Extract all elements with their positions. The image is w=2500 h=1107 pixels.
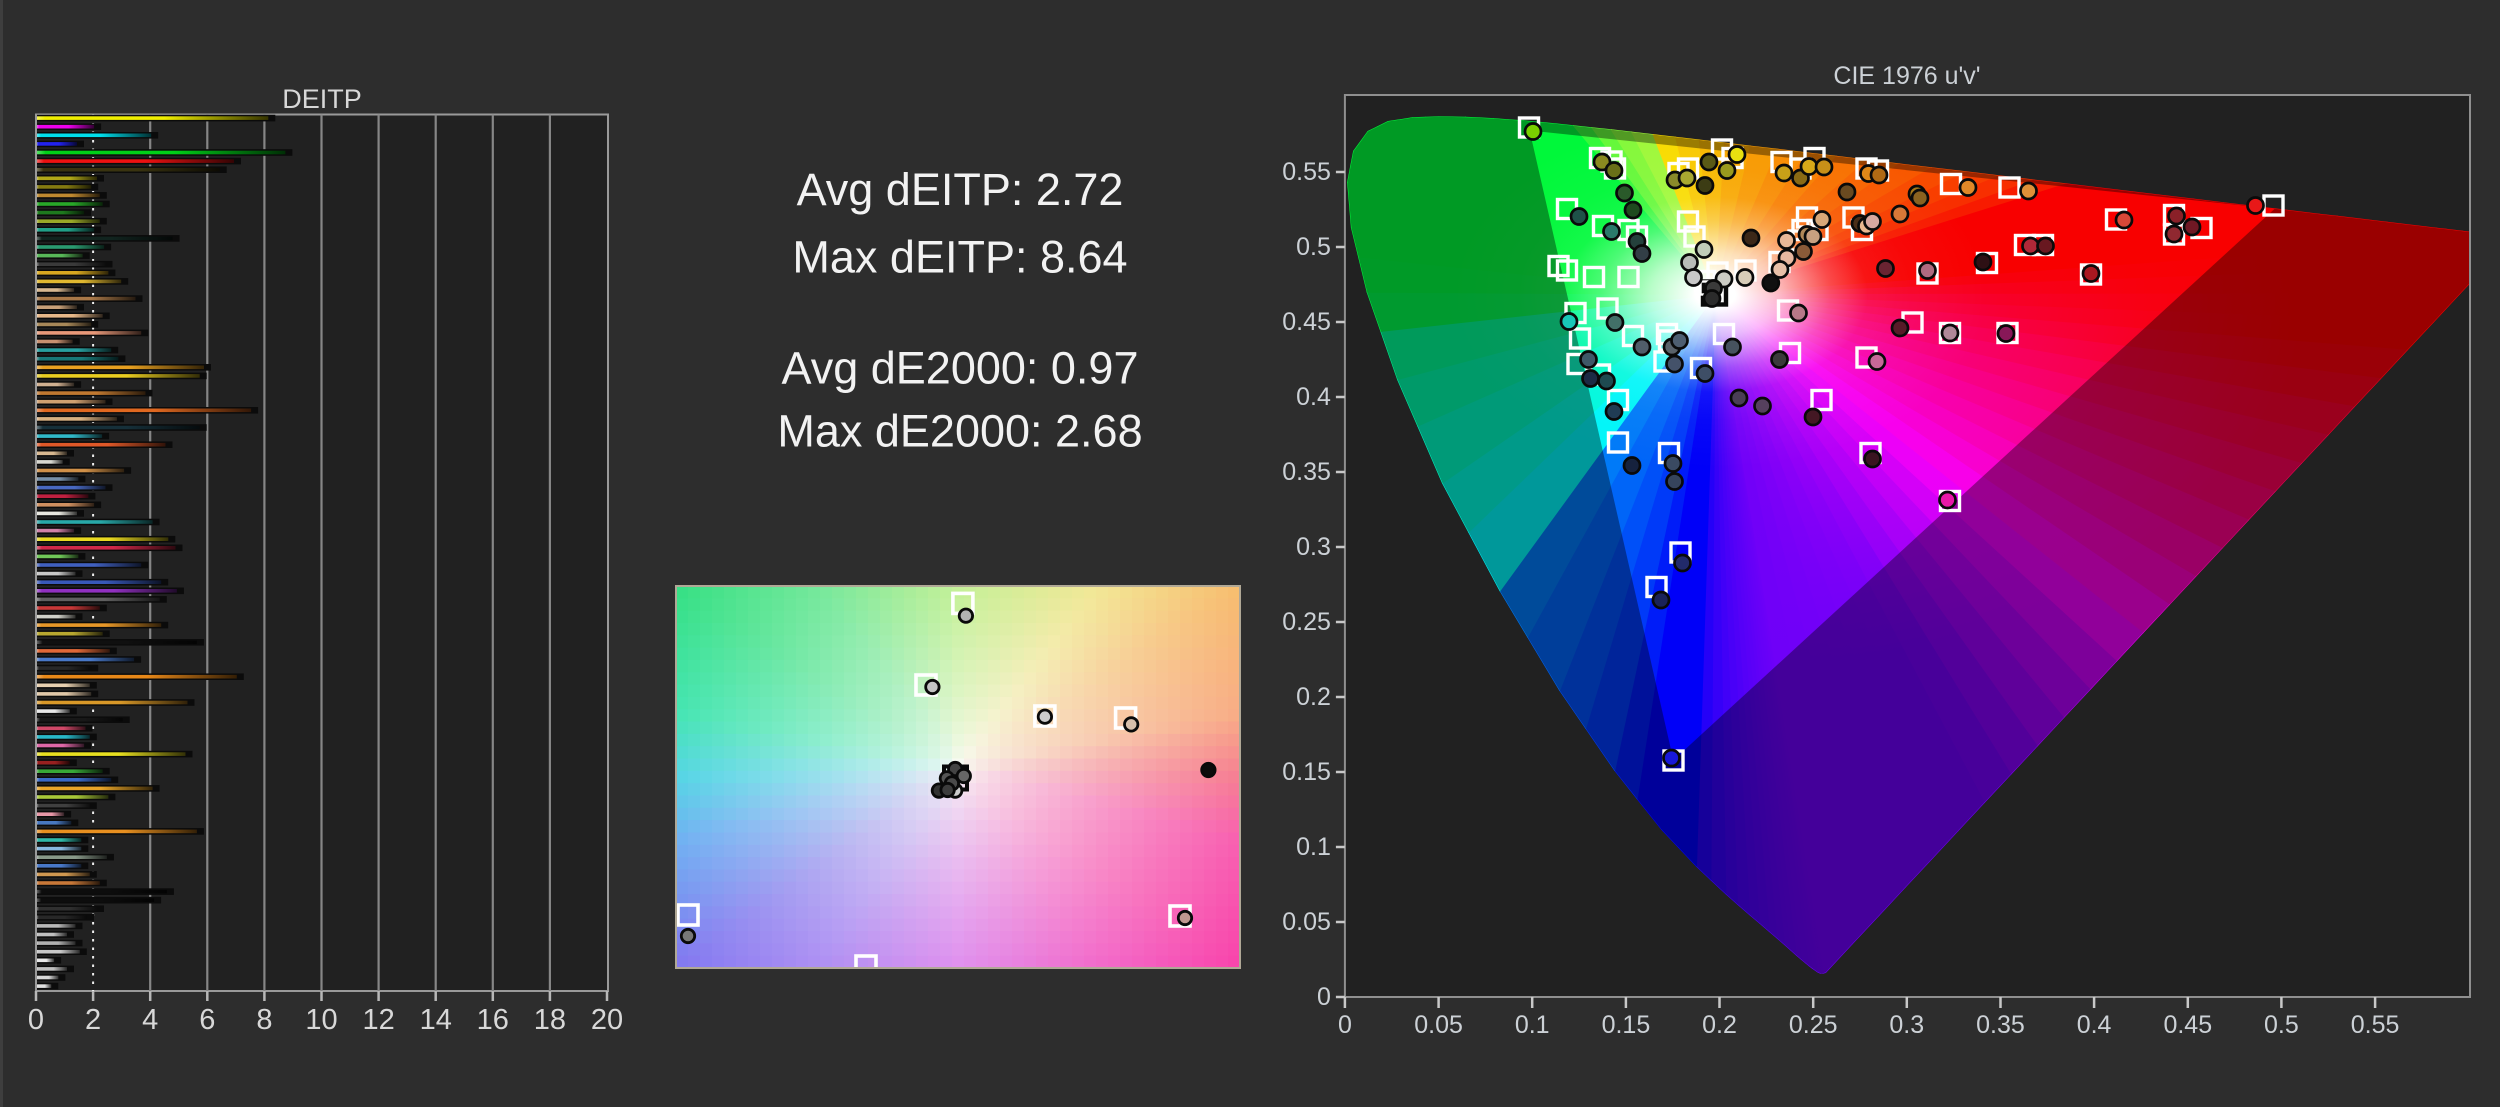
svg-text:0.1: 0.1 [1296,833,1331,861]
svg-text:0.05: 0.05 [1414,1011,1463,1039]
svg-text:0.15: 0.15 [1602,1011,1651,1039]
svg-text:0.2: 0.2 [1296,683,1331,711]
svg-text:2: 2 [85,1004,101,1036]
svg-text:0.25: 0.25 [1282,608,1331,636]
svg-text:6: 6 [199,1004,215,1036]
svg-text:0.2: 0.2 [1702,1011,1737,1039]
svg-text:0.5: 0.5 [1296,233,1331,261]
svg-text:0.05: 0.05 [1282,908,1331,936]
svg-text:0.3: 0.3 [1296,533,1331,561]
svg-text:0.35: 0.35 [1282,458,1331,486]
svg-text:DEITP: DEITP [282,84,362,114]
svg-text:Avg dEITP: 2.72: Avg dEITP: 2.72 [797,164,1124,215]
svg-text:0: 0 [1317,983,1331,1011]
svg-text:0: 0 [28,1004,44,1036]
svg-text:0.25: 0.25 [1789,1011,1838,1039]
svg-text:0: 0 [1338,1011,1352,1039]
svg-text:0.4: 0.4 [2077,1011,2112,1039]
svg-text:12: 12 [362,1004,394,1036]
svg-text:0.4: 0.4 [1296,383,1331,411]
svg-text:0.3: 0.3 [1889,1011,1924,1039]
svg-text:20: 20 [591,1004,623,1036]
svg-text:0.1: 0.1 [1515,1011,1550,1039]
svg-text:0.15: 0.15 [1282,758,1331,786]
svg-text:CIE 1976 u'v': CIE 1976 u'v' [1833,62,1980,90]
svg-text:0.45: 0.45 [2163,1011,2212,1039]
svg-text:0.35: 0.35 [1976,1011,2025,1039]
svg-text:8: 8 [256,1004,272,1036]
svg-text:Max dEITP: 8.64: Max dEITP: 8.64 [792,232,1127,283]
svg-text:0.55: 0.55 [2351,1011,2400,1039]
svg-text:0.5: 0.5 [2264,1011,2299,1039]
svg-text:0.55: 0.55 [1282,158,1331,186]
svg-text:0.45: 0.45 [1282,308,1331,336]
svg-text:Max dE2000: 2.68: Max dE2000: 2.68 [777,406,1142,457]
svg-text:Avg dE2000: 0.97: Avg dE2000: 0.97 [782,343,1139,394]
svg-text:14: 14 [420,1004,452,1036]
svg-text:4: 4 [142,1004,158,1036]
svg-text:10: 10 [305,1004,337,1036]
svg-text:16: 16 [477,1004,509,1036]
svg-text:18: 18 [534,1004,566,1036]
